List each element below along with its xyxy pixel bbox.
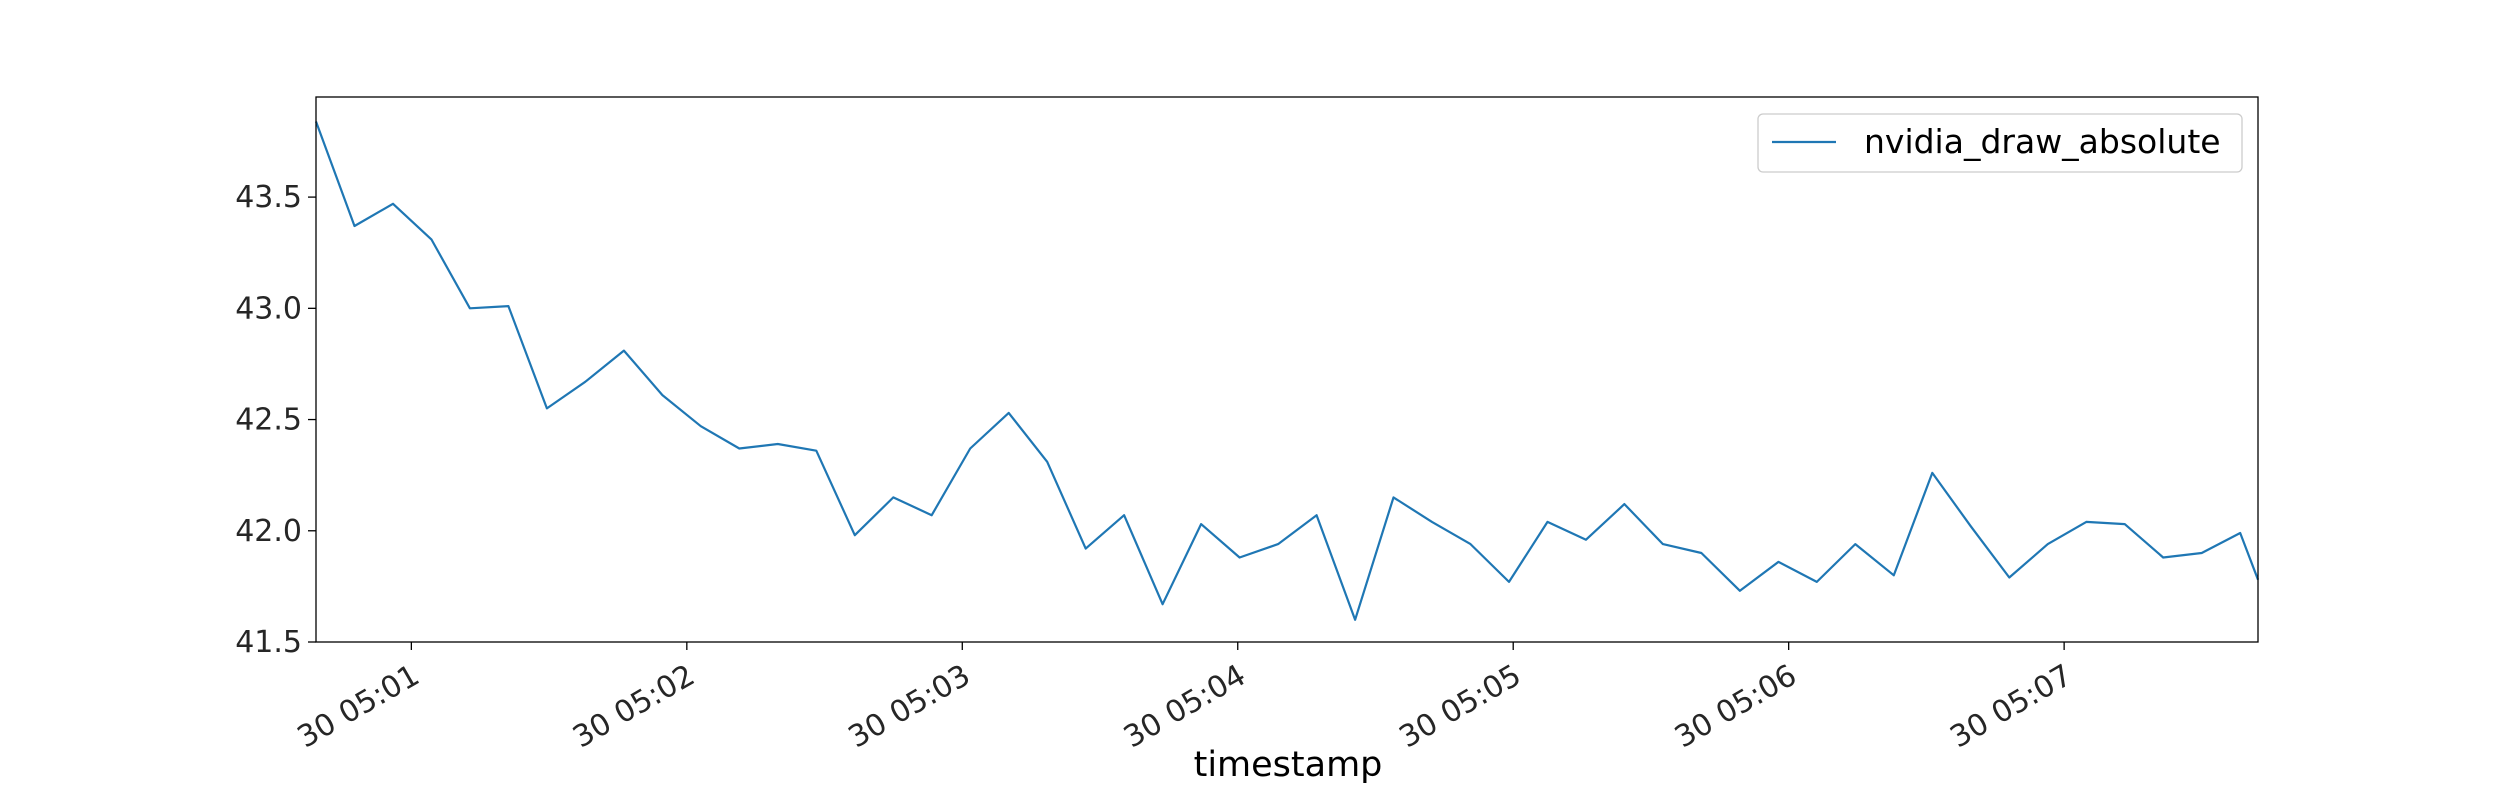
plot-frame — [315, 96, 2259, 643]
legend: nvidia_draw_absolute — [1757, 113, 2243, 173]
y-axis: 41.5 42.0 42.5 43.0 43.5 — [235, 180, 316, 660]
x-tick-label: 30 05:01 — [292, 658, 426, 755]
legend-box — [1757, 113, 2243, 173]
x-axis-title: timestamp — [1194, 745, 1383, 785]
series-line-nvidia-draw-absolute — [314, 121, 2260, 621]
x-axis: 30 05:01 30 05:02 30 05:03 30 05:04 30 05:05… — [292, 642, 2078, 755]
x-tick-label: 30 05:07 — [1944, 658, 2078, 755]
y-tick-label: 43.5 — [235, 180, 302, 215]
x-tick-label: 30 05:02 — [567, 658, 701, 755]
x-tick-label: 30 05:06 — [1669, 658, 1803, 755]
y-tick-label: 42.0 — [235, 514, 302, 549]
x-tick-label: 30 05:05 — [1394, 658, 1528, 755]
x-tick-label: 30 05:04 — [1118, 658, 1252, 755]
y-tick-label: 42.5 — [235, 403, 302, 438]
plot-area — [314, 96, 2260, 643]
y-tick-label: 41.5 — [235, 625, 302, 660]
y-tick-label: 43.0 — [235, 291, 302, 326]
x-tick-label: 30 05:03 — [843, 658, 977, 755]
legend-entry-label: nvidia_draw_absolute — [1864, 122, 2221, 161]
